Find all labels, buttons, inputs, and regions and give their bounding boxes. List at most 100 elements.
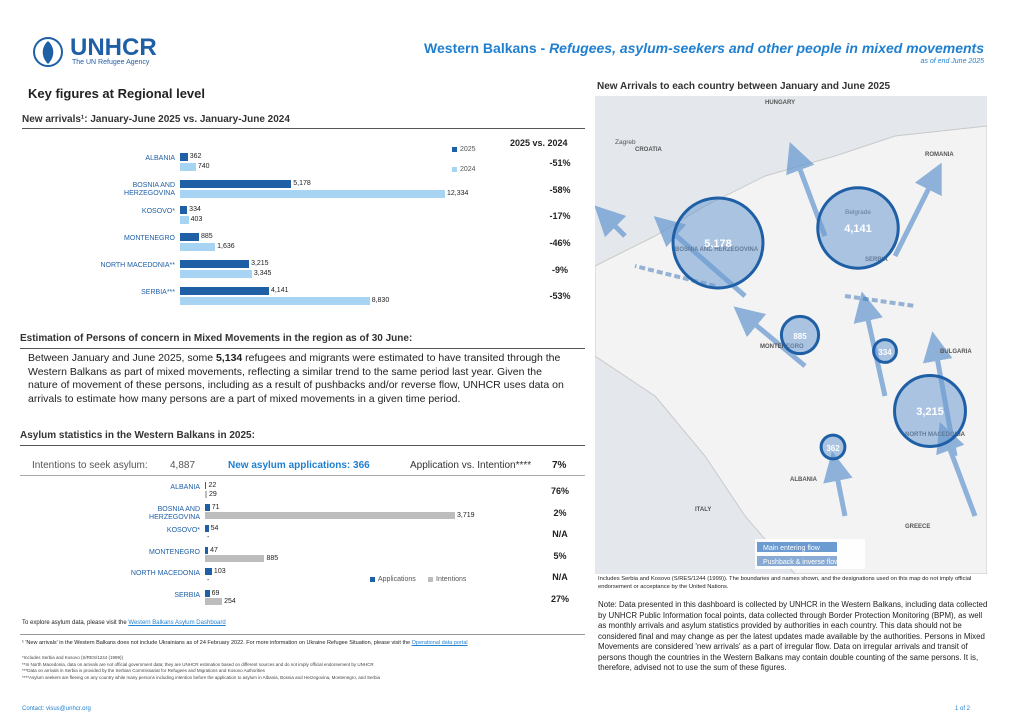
rule bbox=[20, 475, 585, 476]
value-label: 54 bbox=[210, 525, 219, 532]
comparison-value: 76% bbox=[550, 486, 569, 497]
arrival-bubble bbox=[893, 374, 967, 448]
section-heading: Key figures at Regional level bbox=[28, 86, 206, 101]
text: Between January and June 2025, some bbox=[28, 352, 216, 364]
value-label: 47 bbox=[210, 546, 218, 554]
comparison-value: -46% bbox=[549, 237, 571, 248]
mixed-movements-text: Between January and June 2025, some 5,13… bbox=[28, 352, 573, 406]
place-label: BULGARIA bbox=[940, 349, 972, 355]
value-label: 22 bbox=[208, 482, 217, 489]
value-label: 885 bbox=[201, 233, 213, 241]
comparison-value: -17% bbox=[549, 211, 571, 222]
bubble-label: 885 bbox=[793, 332, 807, 341]
dashboard-link: To explore asylum data, please visit the… bbox=[22, 620, 226, 626]
bubble-label: 5,178 bbox=[704, 238, 732, 250]
page-title: Western Balkans - Refugees, asylum-seeke… bbox=[424, 40, 984, 56]
value-label: 885 bbox=[266, 555, 279, 563]
bar bbox=[205, 568, 212, 575]
comparison-value: N/A bbox=[552, 529, 568, 540]
bar bbox=[180, 189, 445, 198]
legend-swatch bbox=[452, 147, 457, 152]
legend-swatch bbox=[757, 556, 837, 566]
value-label: - bbox=[207, 576, 210, 584]
legend-swatch bbox=[757, 542, 837, 552]
category-label: KOSOVO* bbox=[141, 208, 175, 216]
logo-text: UNHCR bbox=[70, 34, 157, 61]
value-label: 4,141 bbox=[270, 286, 289, 294]
value-label: 403 bbox=[190, 216, 203, 224]
text: refugees and migrants were estimated to … bbox=[28, 352, 564, 405]
category-label: MONTENEGRO bbox=[124, 235, 175, 243]
bar bbox=[205, 512, 455, 520]
arrival-bubble bbox=[872, 338, 898, 364]
summary-value: 4,887 bbox=[170, 460, 196, 471]
date: as of end June 2025 bbox=[920, 58, 984, 65]
category-label: ALBANIA bbox=[145, 155, 175, 162]
arrival-bubble bbox=[816, 186, 900, 270]
category-label: NORTH MACEDONIA bbox=[130, 570, 200, 577]
map-disclaimer: Includes Serbia and Kosovo (S/RES/1244 (… bbox=[598, 576, 972, 590]
bar bbox=[205, 490, 207, 498]
value-label: 334 bbox=[189, 206, 201, 214]
text: ¹ 'New arrivals' in the Western Balkans … bbox=[22, 640, 412, 646]
value-label: 740 bbox=[197, 163, 210, 170]
value-label: 3,719 bbox=[457, 512, 475, 520]
value-label: - bbox=[207, 533, 210, 541]
legend-label: Main entering flow bbox=[763, 545, 821, 552]
arrival-bubble bbox=[819, 433, 847, 461]
category-label: SERBIA bbox=[174, 591, 200, 599]
note: Note: Data presented in this dashboard i… bbox=[598, 600, 988, 672]
footnotes: *Includes Serbia and Kosovo (S/RES/1244 … bbox=[22, 655, 582, 681]
place-label: CROATIA bbox=[635, 147, 663, 153]
bar bbox=[205, 482, 207, 489]
legend-label: 2024 bbox=[460, 166, 476, 173]
value-label: 8,830 bbox=[371, 296, 390, 304]
comparison-header: 2025 vs. 2024 bbox=[510, 138, 568, 148]
comparison-value: 5% bbox=[553, 550, 567, 561]
page-number: 1 of 2 bbox=[955, 706, 971, 712]
category-label: SERBIA*** bbox=[141, 288, 175, 296]
footnote: **In North Macedonia, data on arrivals a… bbox=[22, 661, 374, 667]
summary-label: Intentions to seek asylum: bbox=[32, 460, 148, 471]
comparison-value: -9% bbox=[551, 264, 568, 275]
legend-swatch bbox=[428, 577, 433, 582]
comparison-value: -53% bbox=[549, 291, 571, 302]
place-label: MONTENEGRO bbox=[760, 344, 804, 350]
rule bbox=[20, 348, 585, 349]
comparison-value: -51% bbox=[549, 157, 571, 168]
category-label: BOSNIA AND HERZEGOVINA bbox=[149, 505, 200, 521]
footnote: ****Asylum seekers are fleeing on any co… bbox=[22, 674, 380, 680]
text: To explore asylum data, please visit the bbox=[22, 620, 129, 626]
bubble-label: 3,215 bbox=[916, 406, 944, 418]
legend-swatch bbox=[370, 577, 375, 582]
chart-title: Asylum statistics in the Western Balkans… bbox=[20, 430, 255, 441]
bar bbox=[180, 296, 370, 305]
comparison-value: 2% bbox=[553, 507, 567, 518]
title-emphasis: Refugees, asylum-seekers and other peopl… bbox=[549, 40, 984, 56]
bar bbox=[180, 153, 188, 161]
value-label: 3,345 bbox=[253, 269, 272, 277]
summary-applications: New asylum applications: 366 bbox=[228, 460, 370, 471]
link[interactable]: Operational data portal bbox=[411, 640, 468, 646]
bubble-label: 4,141 bbox=[844, 223, 872, 235]
link[interactable]: Western Balkans Asylum Dashboard bbox=[128, 620, 226, 626]
place-label: GREECE bbox=[905, 524, 930, 530]
rule bbox=[20, 634, 585, 635]
value-label: 69 bbox=[211, 589, 220, 597]
bar bbox=[205, 503, 210, 511]
bar bbox=[180, 269, 252, 278]
legend-label: Pushback & inverse flow bbox=[763, 559, 840, 566]
bar bbox=[180, 259, 250, 268]
bar bbox=[205, 555, 265, 563]
rule bbox=[22, 128, 585, 129]
bar bbox=[180, 179, 292, 188]
footnote: *Includes Serbia and Kosovo (S/RES/1244 … bbox=[22, 655, 124, 660]
comparison-value: 27% bbox=[550, 593, 569, 604]
arrival-bubble bbox=[779, 314, 821, 356]
footnote: ¹ 'New arrivals' in the Western Balkans … bbox=[22, 640, 582, 646]
map-title: New Arrivals to each country between Jan… bbox=[597, 81, 891, 92]
comparison-value: -58% bbox=[549, 184, 571, 195]
value-label: 29 bbox=[208, 490, 217, 498]
bar bbox=[180, 206, 188, 215]
